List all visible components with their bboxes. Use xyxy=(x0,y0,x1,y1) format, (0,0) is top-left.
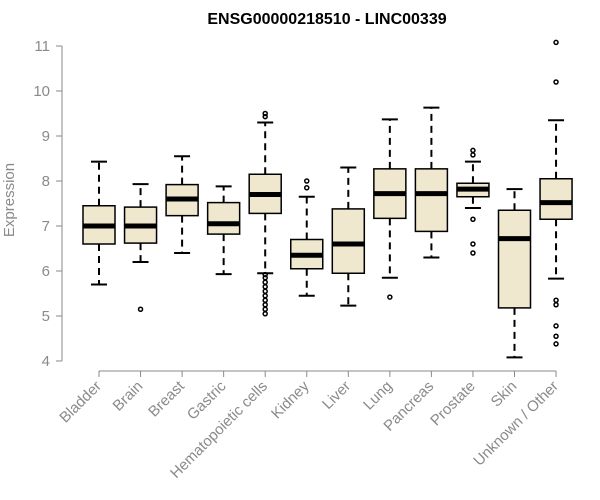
outlier-point xyxy=(553,302,559,308)
outlier-point xyxy=(470,152,476,158)
boxes-group xyxy=(82,39,573,359)
outlier-point xyxy=(387,294,393,300)
outlier-point xyxy=(304,185,310,191)
outlier-point xyxy=(553,39,559,46)
outlier-point xyxy=(553,297,559,303)
outlier-point xyxy=(553,79,559,85)
outlier-point xyxy=(262,275,268,281)
x-category-label: Bladder xyxy=(56,378,105,427)
y-tick-label: 6 xyxy=(42,263,50,280)
box-10 xyxy=(456,147,490,256)
box-rect xyxy=(497,209,532,309)
box-11 xyxy=(497,188,532,359)
y-tick-label: 9 xyxy=(42,128,50,145)
box-6 xyxy=(290,178,324,297)
x-category-label: Prostate xyxy=(427,378,479,430)
box-4 xyxy=(206,185,241,276)
outlier-point xyxy=(553,323,559,329)
y-tick-label: 4 xyxy=(42,353,50,370)
x-category-label: Kidney xyxy=(268,377,313,422)
outlier-point xyxy=(262,306,268,312)
box-rect xyxy=(539,178,573,220)
box-12 xyxy=(539,39,573,347)
outlier-point xyxy=(553,333,559,339)
outlier-point xyxy=(262,271,268,278)
box-1 xyxy=(82,160,116,286)
box-rect xyxy=(331,208,366,274)
y-tick-label: 11 xyxy=(34,38,50,55)
x-category-label: Brain xyxy=(110,378,147,415)
box-3 xyxy=(165,155,199,254)
outlier-point xyxy=(553,341,559,347)
y-axis-label: Expression xyxy=(1,163,18,237)
outlier-point xyxy=(262,297,268,303)
box-2 xyxy=(123,183,158,312)
outlier-point xyxy=(262,311,268,317)
x-category-label: Skin xyxy=(488,378,521,411)
outlier-point xyxy=(262,302,268,308)
y-tick-label: 8 xyxy=(42,173,50,190)
x-category-label: Liver xyxy=(319,378,354,413)
box-rect xyxy=(414,168,449,233)
outlier-point xyxy=(470,241,476,247)
outlier-point xyxy=(262,110,268,117)
outlier-point xyxy=(262,284,268,290)
chart-title: ENSG00000218510 - LINC00339 xyxy=(207,11,446,28)
outlier-point xyxy=(470,216,476,222)
box-9 xyxy=(414,106,449,259)
outlier-point xyxy=(304,178,310,184)
outlier-point xyxy=(262,279,268,285)
y-tick-label: 10 xyxy=(33,83,50,100)
box-rect xyxy=(206,201,241,235)
box-5 xyxy=(248,110,282,317)
outlier-point xyxy=(262,113,268,120)
outlier-point xyxy=(137,306,144,312)
outlier-point xyxy=(262,288,268,294)
box-8 xyxy=(373,118,407,300)
y-tick-label: 5 xyxy=(42,308,50,325)
x-category-label: Lung xyxy=(360,378,396,414)
box-7 xyxy=(331,166,366,307)
outlier-point xyxy=(470,250,476,256)
x-category-label: Breast xyxy=(145,377,188,420)
y-axis: 4 5 6 7 8 9 10 11 xyxy=(33,38,63,370)
outlier-point xyxy=(470,147,476,154)
outlier-point xyxy=(262,293,268,299)
y-tick-label: 7 xyxy=(42,218,50,235)
